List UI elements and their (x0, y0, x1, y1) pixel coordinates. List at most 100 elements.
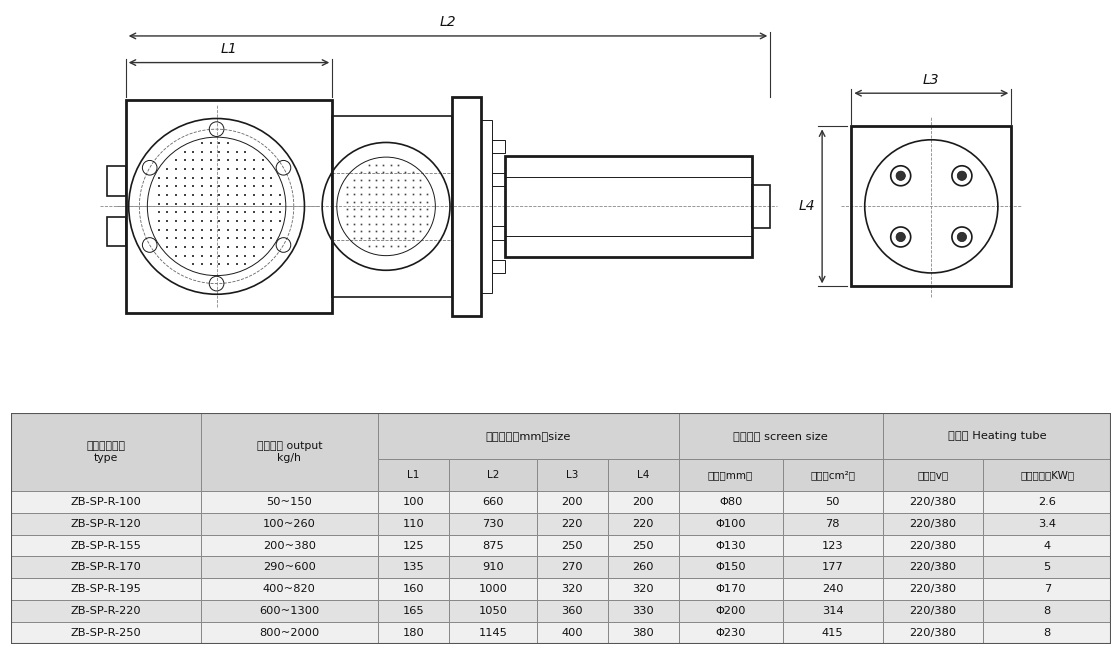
Bar (201, 556, 378, 578)
Bar (537, 622, 608, 644)
Bar (882, 491, 983, 513)
Bar (537, 556, 608, 578)
Bar (378, 578, 449, 600)
Bar (449, 556, 537, 578)
Text: 320: 320 (632, 584, 655, 594)
Bar (491, 226, 505, 240)
Text: 125: 125 (402, 541, 424, 551)
Bar (449, 600, 537, 622)
Text: L3: L3 (566, 470, 579, 480)
Bar (537, 459, 608, 491)
Bar (491, 173, 505, 187)
Text: ZB-SP-R-250: ZB-SP-R-250 (70, 628, 141, 638)
Bar (882, 578, 983, 600)
Text: 220/380: 220/380 (909, 584, 956, 594)
Text: L4: L4 (799, 200, 815, 213)
Bar (983, 535, 1111, 556)
Bar (752, 185, 771, 227)
Bar (608, 513, 679, 535)
Text: Φ100: Φ100 (715, 519, 746, 529)
Text: L2: L2 (487, 470, 499, 480)
Bar (783, 513, 882, 535)
Text: 1050: 1050 (478, 606, 507, 616)
Bar (783, 491, 882, 513)
Bar (783, 459, 882, 491)
Text: 330: 330 (632, 606, 655, 616)
Bar (679, 600, 783, 622)
Bar (449, 513, 537, 535)
Bar (201, 600, 378, 622)
Bar (608, 600, 679, 622)
Text: 3.4: 3.4 (1038, 519, 1057, 529)
Text: 加热器 Heating tube: 加热器 Heating tube (948, 431, 1047, 441)
Bar (449, 491, 537, 513)
Text: 5: 5 (1043, 562, 1051, 573)
Bar (201, 513, 378, 535)
Bar (537, 578, 608, 600)
Text: 165: 165 (402, 606, 424, 616)
Text: 380: 380 (632, 628, 655, 638)
Bar (201, 413, 378, 491)
Text: 240: 240 (822, 584, 843, 594)
Bar (882, 535, 983, 556)
Bar (679, 491, 783, 513)
Bar (378, 459, 449, 491)
Text: 110: 110 (402, 519, 424, 529)
Text: ZB-SP-R-195: ZB-SP-R-195 (70, 584, 142, 594)
Bar (679, 413, 882, 459)
Text: 200: 200 (632, 497, 655, 507)
Text: 滤网尺寸 screen size: 滤网尺寸 screen size (734, 431, 828, 441)
Bar (783, 578, 882, 600)
Text: Φ170: Φ170 (715, 584, 746, 594)
Text: 400: 400 (562, 628, 583, 638)
Bar (201, 491, 378, 513)
Bar (851, 127, 1011, 286)
Text: 加热功率（KW）: 加热功率（KW） (1020, 470, 1075, 480)
Bar (107, 217, 126, 246)
Text: 2.6: 2.6 (1039, 497, 1057, 507)
Text: 220/380: 220/380 (909, 541, 956, 551)
Text: 50: 50 (825, 497, 840, 507)
Bar (882, 556, 983, 578)
Bar (11, 491, 201, 513)
Bar (679, 622, 783, 644)
Text: 200~380: 200~380 (262, 541, 316, 551)
Bar (378, 600, 449, 622)
Text: 220/380: 220/380 (909, 606, 956, 616)
Bar (679, 459, 783, 491)
Text: 8: 8 (1043, 628, 1051, 638)
Text: 314: 314 (822, 606, 843, 616)
Bar (11, 535, 201, 556)
Bar (378, 413, 679, 459)
Text: 产品规格型号
type: 产品规格型号 type (86, 441, 125, 463)
Text: 100~260: 100~260 (262, 519, 316, 529)
Bar (983, 491, 1111, 513)
Bar (378, 556, 449, 578)
Text: 7: 7 (1043, 584, 1051, 594)
Bar (882, 513, 983, 535)
Text: L1: L1 (408, 470, 420, 480)
Text: 电压（v）: 电压（v） (917, 470, 948, 480)
Text: ZB-SP-R-155: ZB-SP-R-155 (70, 541, 142, 551)
Bar (505, 177, 752, 236)
Text: Φ150: Φ150 (715, 562, 746, 573)
Text: 220/380: 220/380 (909, 519, 956, 529)
Text: 320: 320 (562, 584, 583, 594)
Circle shape (890, 166, 910, 186)
Bar (107, 166, 126, 196)
Text: 123: 123 (822, 541, 843, 551)
Text: 1145: 1145 (478, 628, 507, 638)
Bar (983, 459, 1111, 491)
Bar (11, 413, 201, 491)
Bar (537, 491, 608, 513)
Bar (983, 556, 1111, 578)
Text: 250: 250 (562, 541, 583, 551)
Bar (783, 600, 882, 622)
Text: 4: 4 (1043, 541, 1051, 551)
Bar (783, 556, 882, 578)
Bar (882, 622, 983, 644)
Bar (449, 578, 537, 600)
Bar (608, 578, 679, 600)
Text: 875: 875 (481, 541, 504, 551)
Bar (537, 600, 608, 622)
